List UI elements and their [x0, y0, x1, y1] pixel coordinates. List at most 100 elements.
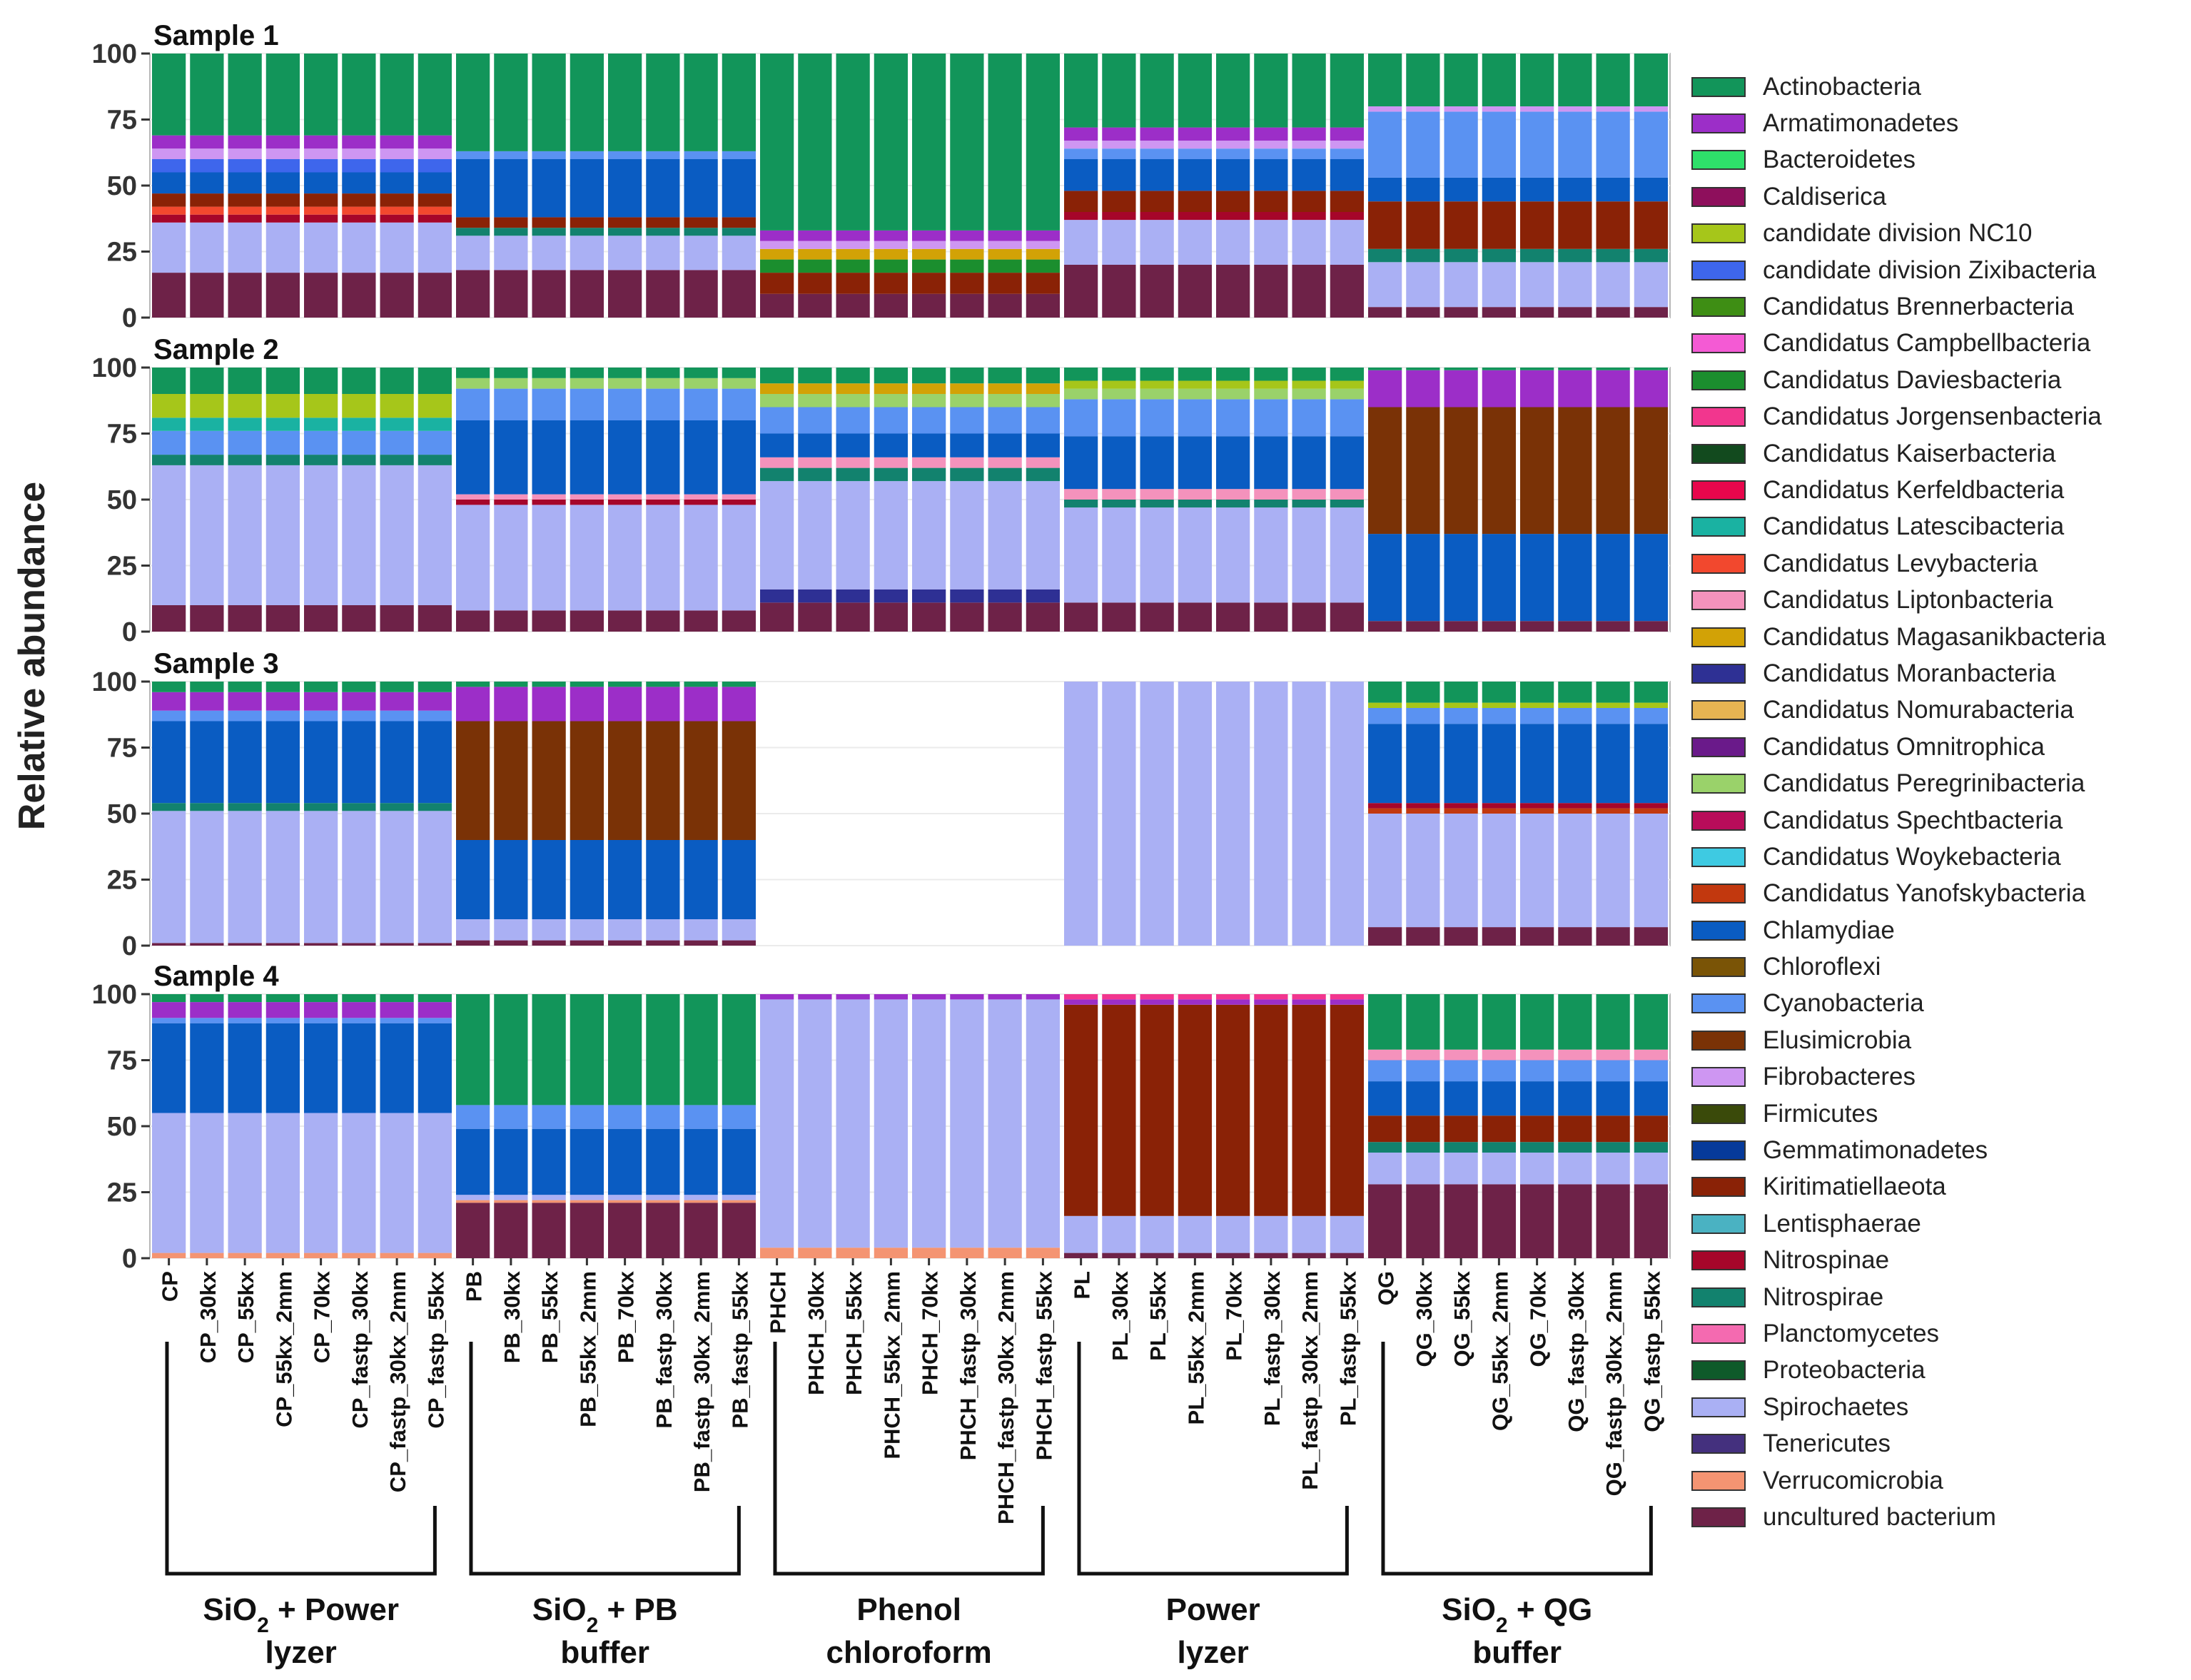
- bar-segment: [1444, 368, 1478, 370]
- bar-segment: [570, 217, 604, 228]
- bar-segment: [1482, 106, 1516, 112]
- bar-segment: [1482, 682, 1516, 703]
- bar-segment: [1178, 500, 1212, 508]
- x-tick-label: PL: [1070, 1271, 1095, 1300]
- bar-segment: [570, 505, 604, 611]
- bar-segment: [456, 420, 490, 495]
- y-tick-label: 0: [122, 617, 137, 647]
- bar-segment: [152, 135, 186, 149]
- bar-segment: [1406, 177, 1440, 202]
- bar-segment: [1482, 368, 1516, 370]
- bar-segment: [1292, 399, 1326, 437]
- bar-segment: [228, 172, 262, 194]
- bar-segment: [1216, 380, 1250, 389]
- bar-segment: [380, 465, 414, 605]
- bar-segment: [1178, 507, 1212, 603]
- bar-segment: [418, 721, 452, 804]
- bar-segment: [1140, 994, 1174, 1000]
- bar-segment: [1254, 1253, 1288, 1258]
- bar-segment: [494, 721, 528, 840]
- bar-segment: [1482, 370, 1516, 408]
- bar-segment: [1330, 380, 1364, 389]
- bar-segment: [1292, 602, 1326, 632]
- bar-segment: [760, 457, 794, 468]
- bar-segment: [1368, 262, 1402, 308]
- bar-segment: [1406, 803, 1440, 809]
- x-tick-label: PB_fastp_30kx: [652, 1270, 677, 1428]
- legend-label: Firmicutes: [1763, 1099, 1878, 1128]
- bar-segment: [798, 589, 832, 603]
- bar-segment: [646, 388, 680, 420]
- bar-segment: [380, 430, 414, 455]
- bar-segment: [912, 241, 946, 249]
- legend-label: Candidatus Kaiserbacteria: [1763, 439, 2056, 467]
- bar-segment: [1558, 54, 1592, 106]
- bar-segment: [912, 407, 946, 434]
- bar-segment: [1558, 621, 1592, 632]
- bar-segment: [456, 1105, 490, 1129]
- bar-segment: [1140, 191, 1174, 212]
- bar-segment: [418, 803, 452, 811]
- bar-segment: [418, 1023, 452, 1113]
- bar-segment: [1292, 999, 1326, 1005]
- bar-segment: [1596, 54, 1630, 106]
- bar-segment: [1634, 927, 1668, 946]
- bar-segment: [1406, 1184, 1440, 1258]
- bar-segment: [760, 602, 794, 632]
- bar-segment: [228, 710, 262, 722]
- legend-swatch: [1691, 884, 1746, 904]
- bar-segment: [1102, 380, 1136, 389]
- bar-segment: [342, 54, 376, 136]
- legend-label: Spirochaetes: [1763, 1392, 1909, 1421]
- bar-segment: [1444, 262, 1478, 308]
- panel-1: Sample 1 0 25 50 75 100: [92, 20, 1671, 333]
- legend-item: Fibrobacteres: [1691, 1059, 2184, 1095]
- bar-segment: [684, 270, 718, 318]
- bar-segment: [304, 1002, 338, 1018]
- bar-segment: [1558, 534, 1592, 622]
- bar-segment: [532, 840, 566, 919]
- bar-segment: [836, 457, 870, 468]
- bar-segment: [1368, 808, 1402, 814]
- bar-segment: [1254, 399, 1288, 437]
- bar-segment: [1482, 702, 1516, 708]
- bar-segment: [1254, 489, 1288, 500]
- bar-segment: [342, 214, 376, 223]
- bar-segment: [532, 494, 566, 500]
- bar-segment: [950, 433, 984, 457]
- bar-segment: [1026, 54, 1060, 231]
- bar-segment: [1596, 201, 1630, 249]
- legend-item: Candidatus Levybacteria: [1691, 545, 2184, 582]
- bar-segment: [1140, 54, 1174, 128]
- bar-segment: [1406, 1115, 1440, 1143]
- bar-segment: [1064, 682, 1098, 946]
- bar-segment: [1520, 368, 1554, 370]
- bar-segment: [570, 151, 604, 159]
- bar-segment: [646, 236, 680, 270]
- bar-segment: [342, 193, 376, 207]
- bar-segment: [1178, 1253, 1212, 1258]
- bar-segment: [760, 394, 794, 408]
- bar-segment: [1482, 1153, 1516, 1185]
- legend-item: Candidatus Moranbacteria: [1691, 655, 2184, 692]
- bar-segment: [1140, 212, 1174, 221]
- bar-segment: [1520, 702, 1554, 708]
- bar-segment: [1482, 814, 1516, 928]
- bar-segment: [456, 270, 490, 318]
- bar-segment: [570, 378, 604, 389]
- bar-segment: [1482, 1081, 1516, 1116]
- bar-segment: [1178, 682, 1212, 946]
- bar-segment: [950, 994, 984, 1000]
- bar-segment: [1178, 191, 1212, 212]
- bar-segment: [570, 368, 604, 378]
- legend-swatch: [1691, 517, 1746, 537]
- bar-segment: [1216, 436, 1250, 490]
- bar-segment: [304, 193, 338, 207]
- bar-segment: [1520, 1081, 1554, 1116]
- bar-segment: [1444, 1142, 1478, 1153]
- bar-segment: [874, 273, 908, 294]
- legend-label: Candidatus Magasanikbacteria: [1763, 622, 2106, 651]
- x-tick-label: CP: [158, 1271, 183, 1302]
- bar-segment: [418, 418, 452, 431]
- bar-segment: [1140, 602, 1174, 632]
